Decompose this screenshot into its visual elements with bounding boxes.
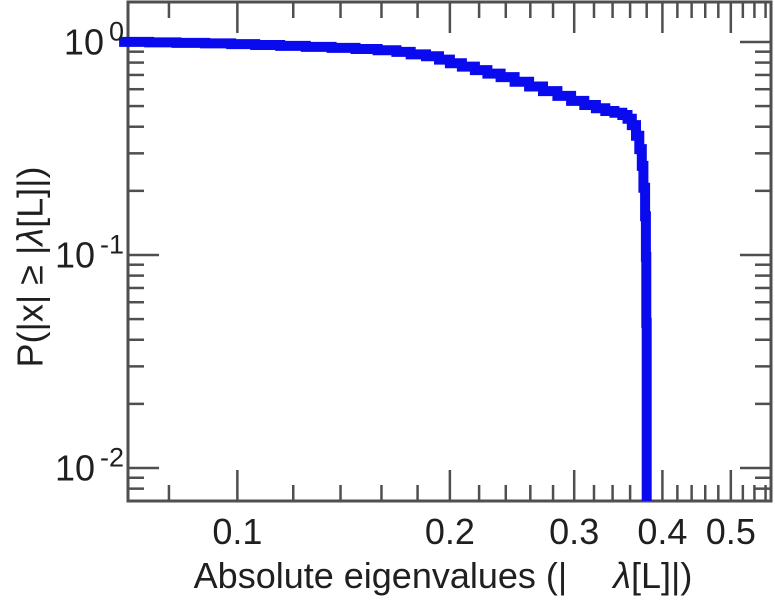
x-axis-title: Absolute eigenvalues (| λ[L]|) [194,555,693,596]
y-axis-title-text: P(|x| ≥ | [9,245,51,368]
x-tick-label-0.4: 0.4 [637,511,688,552]
y-tick-base: 10 [54,234,95,276]
y-tick-label-10^-2: 10 -2 [54,442,124,489]
x-tick-label-0.3: 0.3 [549,511,600,552]
y-tick-exponent: -1 [99,229,124,260]
x-axis-title-lambda: λ [613,555,631,596]
y-tick-base: 10 [54,447,95,489]
x-tick-label-0.5: 0.5 [705,511,756,552]
x-tick-label-0.1: 0.1 [212,511,263,552]
x-axis-title-suffix: [L]|) [630,555,693,596]
x-tick-label-0.2: 0.2 [424,511,475,552]
y-tick-label-10^0: 10 0 [63,16,124,63]
y-axis-title: P(|x| ≥ |λ[L]|) [9,167,50,368]
y-tick-exponent: -2 [99,442,124,473]
plot-frame [126,0,773,503]
y-axis-title-lambda: λ [9,227,51,246]
y-axis-title-suffix: [L]|) [9,166,51,228]
y-tick-base: 10 [63,21,104,63]
series-eigenvalue-ccdf [119,36,652,501]
x-axis-title-text: Absolute eigenvalues (| [193,555,568,596]
y-tick-exponent: 0 [108,16,124,47]
y-tick-label-10^-1: 10 -1 [54,229,124,276]
